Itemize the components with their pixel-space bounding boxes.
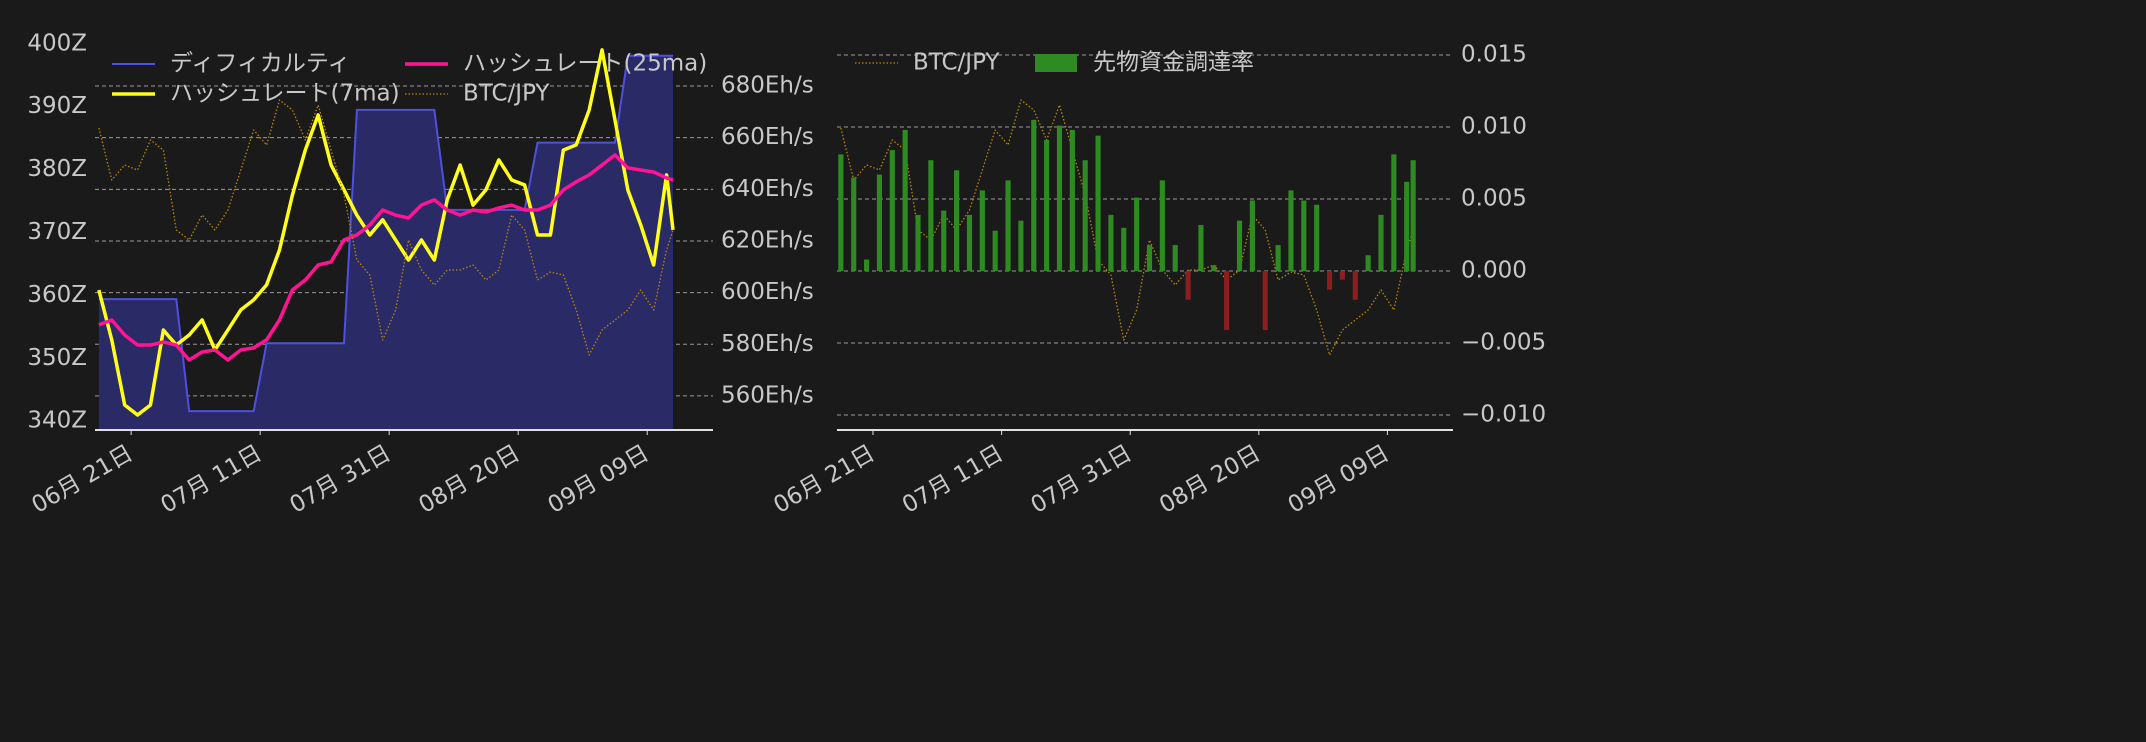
bar [1172,245,1178,272]
bar [992,230,998,272]
y-tick-label: 360Z [27,282,87,308]
y-tick-label: 600Eh/s [721,279,814,305]
bar [1391,154,1397,272]
y-tick-label: −0.005 [1461,330,1546,356]
bar [1082,160,1088,272]
bar [1198,224,1204,272]
bar [1121,227,1127,272]
y-tick-label: 680Eh/s [721,73,814,99]
y-tick-label: 370Z [27,219,87,245]
legend-label: BTC/JPY [913,50,1000,76]
y-tick-label: 350Z [27,345,87,371]
x-tick-label: 09月 09日 [544,440,654,518]
bar [1211,265,1217,272]
y-tick-label: 400Z [27,30,87,56]
bar [889,150,895,272]
area-line [98,54,674,413]
legend-label: 先物資金調達率 [1093,50,1254,76]
bar [1352,271,1358,300]
bar [966,214,973,272]
bar [915,214,921,272]
y-tick-label: 340Z [27,408,87,434]
x-tick-label: 07月 11日 [157,440,267,518]
x-tick-label: 07月 31日 [1027,440,1137,518]
bar [1018,220,1024,272]
bar [1262,271,1268,331]
bar [1236,220,1243,272]
legend-label: ディフィカルティ [170,51,351,77]
y-tick-label: 560Eh/s [721,382,814,408]
bar [1044,140,1050,272]
line [97,48,675,417]
bar [1108,214,1114,272]
bar [1005,180,1011,272]
bar [1301,200,1307,272]
bar [876,174,883,272]
bar [1031,119,1037,272]
bar [1224,271,1230,331]
bar [1185,271,1191,300]
bar [1339,271,1345,280]
y-tick-label: 620Eh/s [721,227,814,253]
y-tick-label: 0.015 [1461,42,1527,68]
bar [902,129,908,272]
y-tick-label: −0.010 [1461,402,1546,428]
bar [864,259,870,272]
bar [1314,204,1320,272]
bar [1249,200,1255,272]
bar [1146,245,1153,272]
bar [838,154,844,272]
y-tick-label: 660Eh/s [721,124,814,150]
y-tick-label: 0.000 [1461,258,1527,284]
bar [1056,125,1063,272]
bar [1159,180,1165,272]
bar [979,190,985,272]
x-tick-label: 07月 31日 [286,440,396,518]
bar [1410,160,1416,272]
bar [1326,271,1333,290]
bar [954,170,960,272]
bar [1288,190,1294,272]
y-tick-label: 640Eh/s [721,176,814,202]
bar [1134,197,1140,272]
bar [1095,135,1101,272]
y-tick-label: 0.005 [1461,186,1527,212]
x-tick-label: 09月 09日 [1284,440,1394,518]
bar [851,177,857,272]
bar [1275,245,1281,272]
x-tick-label: 08月 20日 [415,440,525,518]
x-tick-label: 08月 20日 [1155,440,1265,518]
y-tick-label: 0.010 [1461,114,1527,140]
bar [928,160,934,272]
legend-swatch [1035,54,1077,72]
legend-label: ハッシュレート(7ma) [170,81,400,107]
bar [1404,181,1410,272]
bar [1069,129,1075,272]
y-tick-label: 390Z [27,93,87,119]
x-tick-label: 06月 21日 [769,440,879,518]
legend-label: BTC/JPY [463,81,550,107]
legend-label: ハッシュレート(25ma) [463,51,707,77]
x-tick-label: 06月 21日 [28,440,138,518]
line [98,153,674,362]
area-fill [98,55,674,430]
y-tick-label: 380Z [27,156,87,182]
y-tick-label: 580Eh/s [721,331,814,357]
bar [941,210,947,272]
bar [1378,214,1384,272]
x-tick-label: 07月 11日 [898,440,1008,518]
bar [1365,255,1371,272]
line [840,99,1414,356]
